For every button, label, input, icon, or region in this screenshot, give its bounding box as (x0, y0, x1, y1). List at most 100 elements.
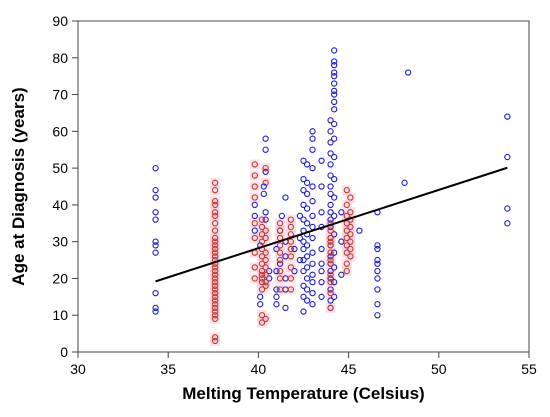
scatter-point-blue (273, 293, 280, 300)
scatter-point-blue (404, 69, 412, 76)
scatter-point-red (211, 308, 219, 315)
scatter-point-blue (327, 286, 334, 293)
point-highlight (341, 266, 352, 277)
y-tick-label: 80 (52, 50, 68, 66)
scatter-point-blue (318, 183, 325, 190)
plot-frame (77, 20, 530, 353)
scatter-point-red (343, 212, 350, 220)
scatter-point-blue (260, 190, 267, 198)
scatter-point-blue (273, 301, 280, 308)
point-highlight (275, 247, 286, 258)
scatter-point-blue (273, 286, 280, 293)
scatter-point-red (211, 179, 219, 186)
point-highlight (275, 266, 286, 277)
scatter-point-blue (374, 260, 381, 267)
point-highlight (249, 262, 260, 273)
x-tick-label: 30 (70, 361, 86, 377)
scatter-point-blue (300, 175, 307, 183)
point-highlight (345, 192, 356, 203)
y-tick-label: 70 (52, 87, 68, 103)
scatter-point-red (211, 212, 219, 220)
points-layer (152, 47, 511, 345)
y-tick-label: 90 (52, 13, 68, 29)
scatter-point-blue (331, 264, 338, 271)
scatter-point-red (211, 234, 219, 242)
scatter-point-blue (374, 312, 381, 319)
scatter-point-blue (327, 190, 334, 198)
scatter-point-red (211, 290, 219, 297)
scatter-point-blue (374, 242, 381, 249)
point-highlight (325, 277, 336, 288)
scatter-point-blue (296, 212, 304, 220)
point-highlight (345, 229, 356, 240)
scatter-point-red (287, 216, 295, 223)
scatter-point-blue (278, 212, 286, 220)
scatter-point-blue (318, 267, 325, 275)
scatter-point-red (251, 194, 258, 201)
scatter-point-blue (300, 157, 307, 164)
scatter-point-blue (291, 267, 298, 275)
scatter-point-red (251, 161, 258, 168)
point-highlight (325, 255, 336, 266)
point-highlight (257, 214, 268, 225)
scatter-point-blue (251, 212, 258, 220)
scatter-point-red (327, 304, 334, 312)
scatter-point-blue (331, 80, 338, 87)
scatter-point-red (262, 249, 269, 256)
scatter-point-blue (152, 242, 159, 249)
scatter-point-blue (300, 238, 307, 245)
scatter-point-blue (331, 58, 338, 65)
scatter-point-blue (374, 301, 381, 308)
point-highlight (249, 192, 260, 203)
x-tick-label: 50 (431, 361, 447, 377)
scatter-point-blue (327, 216, 334, 223)
point-highlight (341, 185, 352, 196)
scatter-point-blue (338, 271, 345, 278)
scatter-point-red (327, 249, 334, 256)
point-highlight (285, 284, 296, 295)
scatter-point-red (287, 286, 295, 293)
regression-line (155, 166, 508, 283)
point-highlight (285, 236, 296, 247)
scatter-point-red (276, 220, 284, 227)
scatter-point-red (343, 260, 350, 267)
scatter-point-blue (331, 293, 338, 300)
scatter-point-blue (318, 278, 325, 286)
scatter-point-blue (273, 267, 280, 275)
scatter-point-red (211, 253, 219, 260)
scatter-point-red (211, 201, 219, 209)
scatter-point-red (258, 271, 266, 278)
point-highlight (275, 255, 286, 266)
scatter-point-blue (338, 209, 345, 216)
point-highlight (210, 177, 221, 188)
scatter-point-blue (300, 308, 307, 315)
scatter-point-blue (331, 106, 338, 113)
scatter-point-blue (303, 297, 311, 304)
y-tick-label: 20 (52, 270, 68, 286)
scatter-point-blue (327, 172, 334, 179)
scatter-point-blue (331, 249, 338, 256)
scatter-point-blue (276, 260, 284, 267)
scatter-point-red (276, 256, 284, 264)
scatter-point-blue (309, 234, 316, 242)
scatter-point-red (211, 275, 219, 282)
point-highlight (210, 225, 221, 236)
scatter-point-blue (303, 253, 311, 260)
point-highlight (341, 258, 352, 269)
scatter-point-blue (300, 282, 307, 289)
scatter-point-red (343, 220, 350, 227)
scatter-point-blue (152, 238, 159, 245)
scatter-point-blue (152, 209, 159, 216)
scatter-point-blue (257, 293, 264, 300)
scatter-point-blue (309, 260, 316, 267)
scatter-point-blue (152, 249, 159, 256)
scatter-point-blue (504, 220, 511, 227)
point-highlight (260, 163, 271, 174)
plot-frame-layer (77, 20, 530, 353)
scatter-point-blue (331, 69, 338, 76)
point-highlight (275, 232, 286, 243)
scatter-point-blue (356, 227, 363, 234)
point-highlight (260, 177, 271, 188)
scatter-point-red (211, 304, 219, 312)
